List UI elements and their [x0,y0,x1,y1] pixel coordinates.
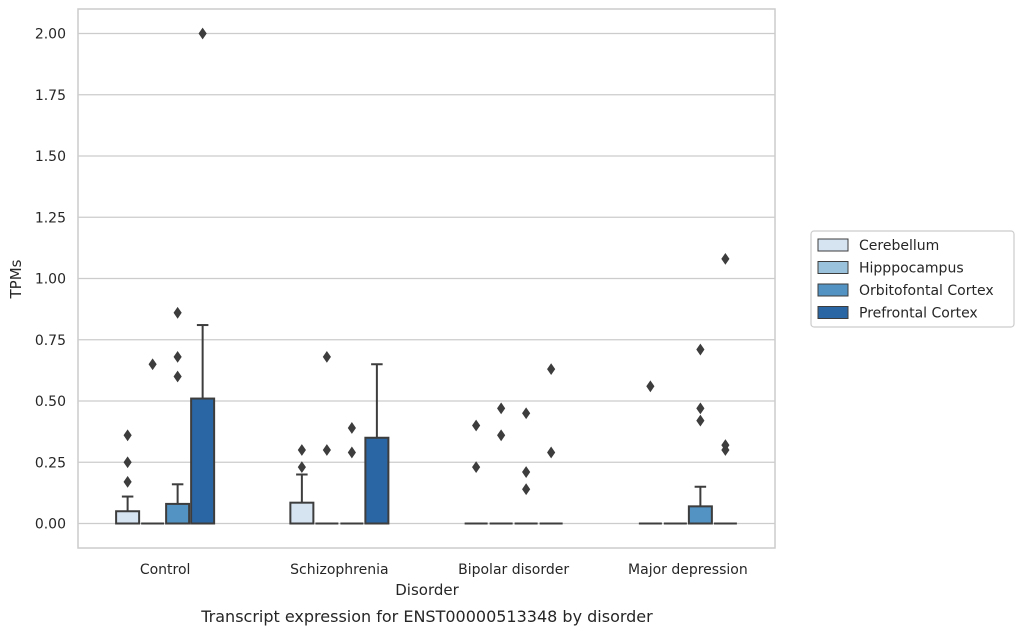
outlier-point [721,252,730,265]
outlier-point [721,439,730,452]
x-tick-label: Major depression [628,562,748,578]
outlier-point [297,444,306,456]
y-tick-label: 0.75 [35,333,66,349]
chart-caption: Transcript expression for ENST0000051334… [200,607,653,626]
y-tick-label: 0.25 [35,455,66,471]
box [687,505,713,525]
outlier-point [123,429,132,442]
x-tick-labels: Control Schizophrenia Bipolar disorder Majo… [140,562,748,578]
outlier-point [322,444,331,456]
outlier-point [347,422,356,434]
y-tick-labels: 0.00 0.25 0.50 0.75 1.00 1.25 1.50 1.75 2.00 [35,27,66,533]
plot-area-frame [77,8,776,549]
outlier-point [696,402,705,415]
outlier-point [646,380,655,393]
box [190,397,216,525]
outlier-point [522,483,531,496]
outlier-point [472,419,481,432]
legend-swatch [817,238,849,252]
y-tick-label: 0.50 [35,394,66,410]
x-axis-label: Disorder [395,581,459,599]
y-tick-label: 1.00 [35,272,66,288]
outlier-point [173,350,182,363]
legend-label: Cerebellum [859,238,939,254]
legend: Cerebellum Hipppocampus Orbitofontal Corte… [810,230,1015,328]
legend-frame [810,230,1015,328]
outlier-point [198,27,207,40]
y-axis-label: TPMs [7,259,25,299]
legend-label: Prefrontal Cortex [859,306,978,322]
x-tick-label: Control [140,562,191,578]
x-tick-label: Schizophrenia [290,562,388,578]
box [115,510,141,525]
legend-swatch [817,306,849,319]
y-tick-label: 2.00 [35,27,66,43]
legend-swatch [817,283,849,297]
box [289,501,315,525]
outlier-point [522,466,531,478]
legend-label: Hipppocampus [859,261,964,277]
outlier-point [472,461,481,474]
outlier-point [123,456,132,469]
outlier-point [297,461,306,474]
outlier-point [347,446,356,459]
outlier-point [322,350,331,363]
legend-label: Orbitofontal Cortex [859,283,994,299]
outlier-point [547,363,556,376]
x-tick-label: Bipolar disorder [458,562,569,578]
outlier-point [173,306,182,319]
y-tick-label: 1.50 [35,149,66,165]
outlier-point [696,414,705,427]
outlier-point [497,402,506,415]
outlier-point [123,475,132,488]
outlier-point [497,429,506,442]
outlier-point [148,358,157,371]
y-tick-label: 1.75 [35,88,66,104]
outlier-point [522,407,531,420]
box [364,436,390,525]
outlier-point [547,446,556,459]
y-tick-label: 1.25 [35,210,66,226]
outlier-point [696,343,705,356]
box-elements [115,27,737,525]
outlier-point [173,370,182,383]
y-tick-label: 0.00 [35,517,66,533]
legend-swatch [817,261,849,274]
gridlines [78,32,775,525]
box [165,502,191,525]
